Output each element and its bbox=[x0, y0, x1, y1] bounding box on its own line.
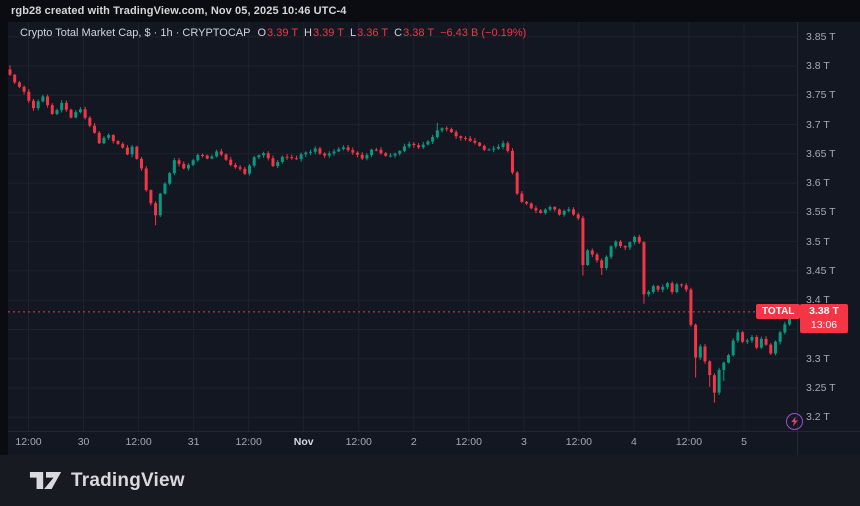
lightning-boost-icon[interactable] bbox=[786, 413, 803, 430]
ohlc-low-label: L bbox=[350, 27, 357, 39]
x-axis-label: 12:00 bbox=[675, 436, 703, 448]
x-axis-label: 12:00 bbox=[455, 436, 482, 448]
y-axis-label: 3.55 T bbox=[806, 206, 836, 219]
x-axis-label: 31 bbox=[187, 436, 200, 448]
x-axis-label: 12:00 bbox=[235, 436, 262, 448]
x-axis-label: 12:00 bbox=[125, 436, 152, 448]
attribution-bar: rgb28 created with TradingView.com, Nov … bbox=[0, 0, 860, 22]
y-axis-label: 3.8 T bbox=[806, 59, 830, 72]
y-axis-label: 3.75 T bbox=[806, 89, 836, 102]
x-axis-label: 5 bbox=[741, 436, 747, 448]
x-axis-label: 12:00 bbox=[345, 436, 372, 448]
ohlc-high-label: H bbox=[304, 27, 312, 39]
price-line-symbol-tag: TOTAL bbox=[756, 304, 801, 320]
y-axis-label: 3.25 T bbox=[806, 382, 836, 394]
legend-change-value: −6.43 B (−0.19%) bbox=[440, 27, 527, 39]
x-axis-label: 12:00 bbox=[15, 436, 42, 448]
attribution-text: rgb28 created with TradingView.com, Nov … bbox=[11, 5, 347, 17]
y-axis-label: 3.5 T bbox=[806, 235, 830, 248]
ohlc-open-label: O bbox=[257, 27, 267, 39]
x-axis-label: 2 bbox=[410, 436, 417, 448]
x-axis-label: Nov bbox=[293, 436, 314, 448]
y-axis-label: 3.6 T bbox=[806, 177, 830, 190]
ohlc-open-value: 3.39 T bbox=[267, 27, 299, 39]
chart-widget: Crypto Total Market Cap, $ · 1h · CRYPTO… bbox=[0, 22, 860, 455]
last-price-tag: 3.38 T 13:06 bbox=[800, 304, 848, 334]
footer-bar: TradingView bbox=[0, 455, 860, 506]
x-axis-label: 3 bbox=[520, 436, 527, 448]
legend-symbol-title[interactable]: Crypto Total Market Cap, $ · 1h · CRYPTO… bbox=[20, 27, 251, 39]
ohlc-low-value: 3.36 T bbox=[357, 27, 389, 39]
chart-canvas[interactable] bbox=[0, 22, 860, 455]
bar-countdown: 13:06 bbox=[810, 319, 838, 332]
y-axis-label: 3.85 T bbox=[806, 30, 836, 43]
y-axis-label: 3.65 T bbox=[806, 147, 836, 160]
y-axis-label: 3.3 T bbox=[806, 352, 830, 365]
x-axis-label: 30 bbox=[77, 436, 90, 448]
ohlc-close-value: 3.38 T bbox=[403, 27, 435, 39]
lightning-bolt-glyph bbox=[791, 416, 798, 427]
y-axis-label: 3.45 T bbox=[806, 264, 836, 277]
y-axis-label: 3.7 T bbox=[806, 118, 830, 131]
x-axis-label: 12:00 bbox=[565, 436, 593, 448]
tradingview-brand-text: TradingView bbox=[71, 469, 185, 491]
chart-legend[interactable]: Crypto Total Market Cap, $ · 1h · CRYPTO… bbox=[20, 26, 526, 40]
last-price-value: 3.38 T bbox=[809, 305, 839, 318]
ohlc-close-label: C bbox=[394, 27, 403, 39]
ohlc-high-value: 3.39 T bbox=[313, 27, 344, 39]
tradingview-logo-icon bbox=[29, 472, 62, 489]
y-axis-label: 3.2 T bbox=[806, 411, 830, 424]
tradingview-logo-link[interactable]: TradingView bbox=[29, 469, 185, 492]
y-axis-label: 3.4 T bbox=[806, 294, 830, 307]
x-axis-label: 4 bbox=[631, 436, 637, 448]
